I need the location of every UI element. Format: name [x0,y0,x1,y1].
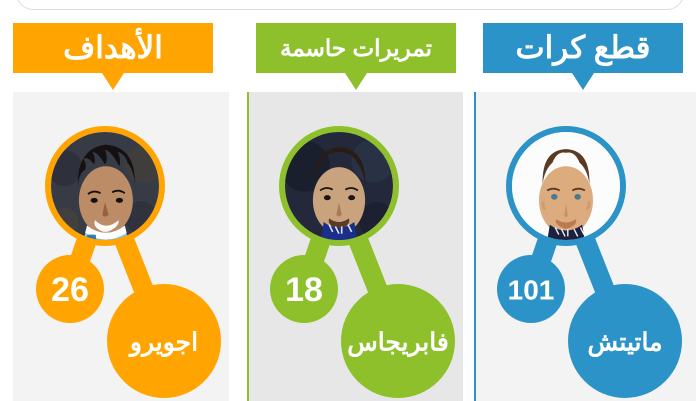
svg-text:18: 18 [285,271,323,309]
svg-text:اجويرو: اجويرو [128,329,198,358]
svg-text:فابريجاس: فابريجاس [347,329,449,358]
svg-text:101: 101 [508,274,555,305]
svg-text:26: 26 [51,271,89,309]
svg-text:ماتيتش: ماتيتش [588,329,663,358]
